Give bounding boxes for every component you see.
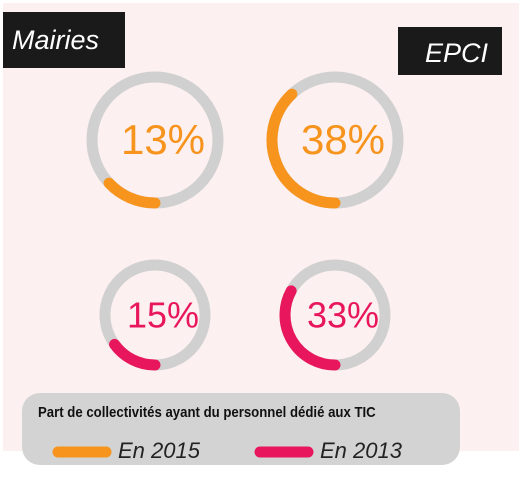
label-box <box>3 12 125 68</box>
value-label: 38% <box>301 116 385 163</box>
value-label: 15% <box>127 295 199 336</box>
ring-arc <box>266 88 341 209</box>
legend-label: En 2015 <box>118 438 201 463</box>
value-label: 33% <box>307 295 379 336</box>
legend-box <box>22 393 460 465</box>
value-label: 13% <box>121 116 205 163</box>
ring-arc <box>103 177 161 209</box>
group-label: Mairies <box>12 25 99 55</box>
ring-arc <box>279 285 341 371</box>
ring-arc <box>109 338 161 371</box>
group-label: EPCI <box>425 38 489 68</box>
label-box <box>398 27 502 75</box>
legend-label: En 2013 <box>320 438 403 463</box>
legend-title: Part de collectivités ayant du personnel… <box>38 403 376 420</box>
background <box>3 3 519 451</box>
